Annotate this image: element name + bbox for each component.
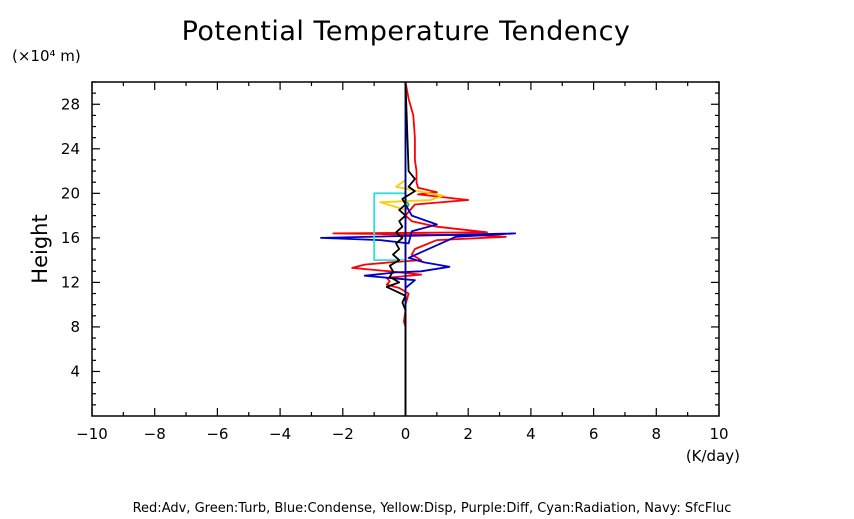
series-line-total xyxy=(385,81,416,416)
plot-frame xyxy=(91,81,720,417)
series-layer xyxy=(319,81,517,416)
x-tick-label: 0 xyxy=(401,425,411,443)
y-tick-label: 16 xyxy=(61,229,80,247)
x-tick-label: 6 xyxy=(589,425,599,443)
x-tick-label: 8 xyxy=(652,425,662,443)
series-line-disp xyxy=(379,82,445,416)
y-axis-unit: (×10⁴ m) xyxy=(12,47,81,65)
y-tick-label: 28 xyxy=(61,95,80,113)
x-tick-label: −2 xyxy=(332,425,354,443)
x-tick-label: 4 xyxy=(526,425,536,443)
x-tick-label: −10 xyxy=(76,425,108,443)
x-tick-label: 2 xyxy=(463,425,473,443)
series-line-adv xyxy=(332,81,507,416)
y-tick-label: 8 xyxy=(70,318,80,336)
y-axis-label: Height xyxy=(28,214,52,283)
x-tick-label: −8 xyxy=(144,425,166,443)
x-axis-label: (K/day) xyxy=(686,447,740,465)
x-tick-label: −4 xyxy=(269,425,291,443)
y-tick-label: 4 xyxy=(70,362,80,380)
chart-title: Potential Temperature Tendency xyxy=(182,16,631,47)
series-line-condense xyxy=(319,82,517,416)
legend-text: Red:Adv, Green:Turb, Blue:Condense, Yell… xyxy=(133,501,732,516)
y-tick-label: 12 xyxy=(61,273,80,291)
y-tick-label: 20 xyxy=(61,184,80,202)
x-tick-label: 10 xyxy=(709,425,728,443)
series-line-radiation xyxy=(373,82,407,416)
y-tick-label: 24 xyxy=(61,140,80,158)
x-tick-label: −6 xyxy=(206,425,228,443)
